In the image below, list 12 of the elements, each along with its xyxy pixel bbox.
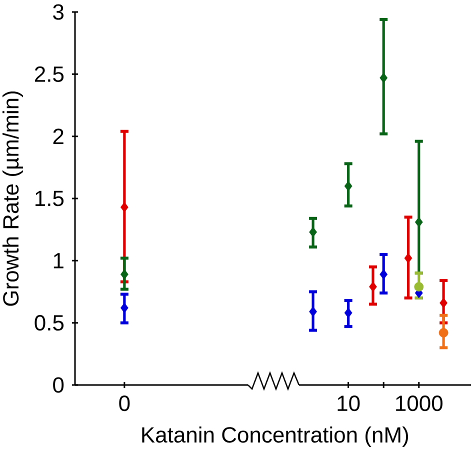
y-tick-label: 0.5	[34, 315, 64, 331]
y-axis-title: Growth Rate (µm/min)	[2, 91, 24, 306]
y-tick-label: 1.5	[36, 190, 64, 206]
y-tick-label: 3	[53, 4, 64, 20]
x-tick-label: 10	[338, 396, 360, 412]
x-tick-label: 1000	[396, 396, 442, 412]
y-tick-label: 1	[54, 253, 64, 268]
y-tick-label: 2	[53, 128, 64, 144]
y-tick-label: 0	[53, 377, 64, 393]
x-tick-label: 0	[119, 396, 130, 412]
x-axis-title: Katanin Concentration (nM)	[142, 426, 408, 448]
y-tick-label: 2.5	[34, 66, 64, 82]
